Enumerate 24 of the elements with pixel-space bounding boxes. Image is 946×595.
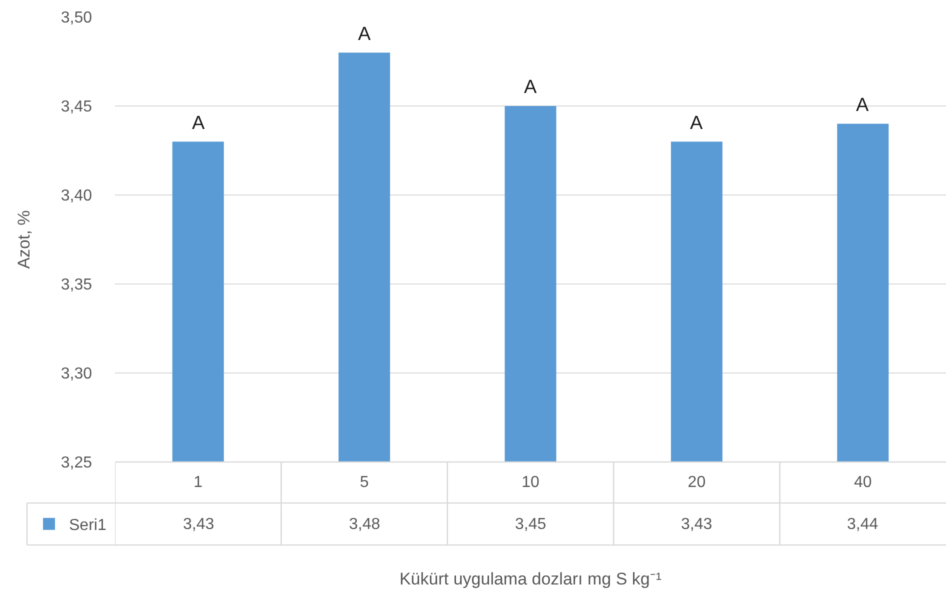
x-tick-label: 10	[522, 474, 540, 491]
text: 3,43	[183, 516, 214, 533]
y-tick-label: 3,35	[60, 276, 92, 294]
y-tick-label: 3,45	[60, 98, 92, 116]
annotation: A	[192, 113, 205, 134]
text: 3,48	[349, 516, 380, 533]
text: 3,43	[681, 516, 712, 533]
legend-label: Seri1	[69, 517, 106, 534]
y-tick-label: 3,25	[60, 454, 92, 472]
x-tick-label: 20	[688, 474, 706, 491]
annotation: A	[524, 77, 537, 98]
annotation: A	[358, 24, 371, 45]
annotation: A	[856, 95, 869, 116]
x-tick-label: 5	[360, 474, 369, 491]
x-tick-label: 1	[194, 474, 203, 491]
annotation: A	[690, 113, 703, 134]
text: 3,45	[515, 516, 546, 533]
text: 3,44	[847, 516, 878, 533]
y-tick-label: 3,40	[60, 188, 92, 205]
y-tick-label: 3,50	[60, 10, 92, 27]
y-axis-title: Azot, %	[14, 210, 34, 269]
y-tick-label: 3,30	[60, 366, 92, 383]
x-axis-title: Kükürt uygulama dozları mg S kg⁻¹	[399, 569, 662, 588]
x-tick-label: 40	[854, 474, 872, 491]
